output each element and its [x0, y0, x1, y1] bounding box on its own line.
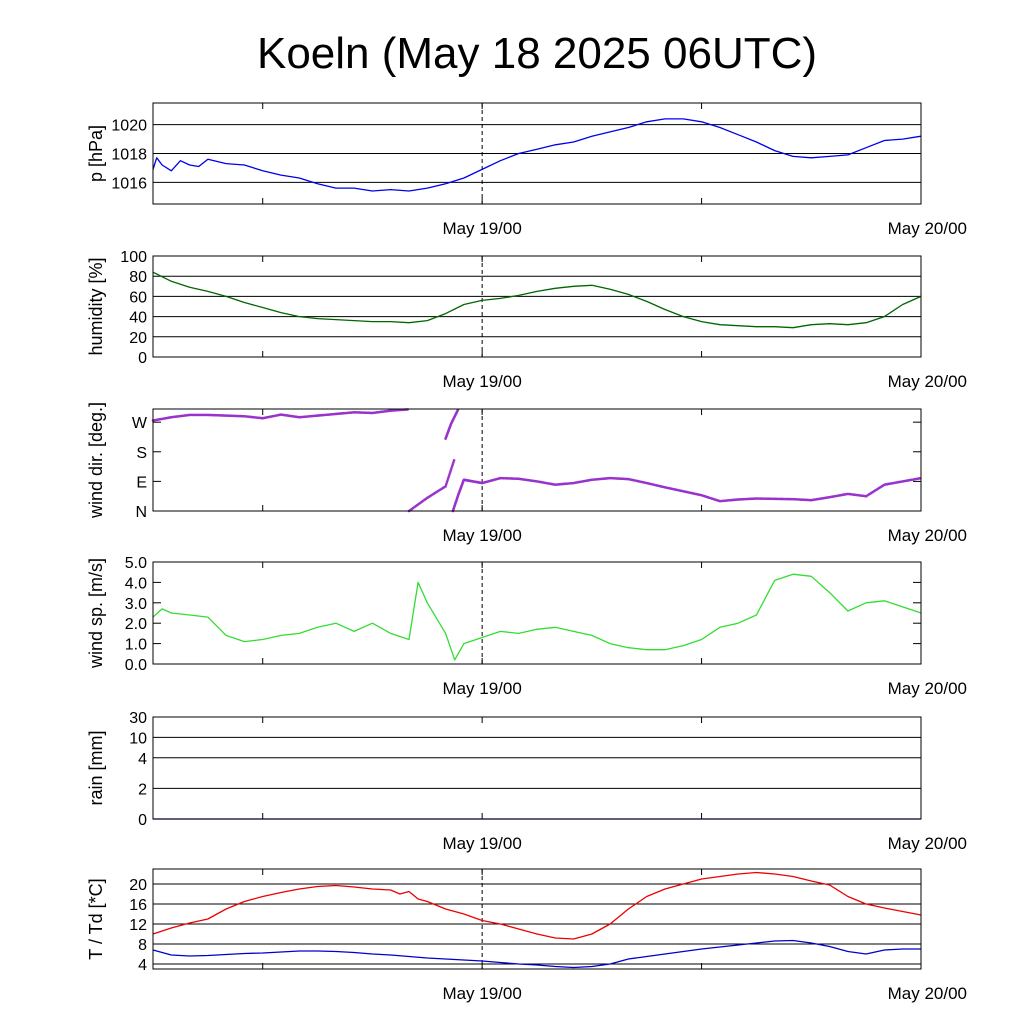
panel-5: 0 2 4 10 30 rain [mm] May 19/00 May 20/00: [86, 710, 967, 853]
wind-dir-point: [452, 461, 455, 464]
y-tick-label: 0.0: [125, 657, 147, 674]
y-tick-label: 0: [138, 812, 147, 829]
y-tick-label: 30: [129, 710, 147, 727]
y-tick-label: 40: [129, 310, 147, 327]
wind-dir-point: [450, 465, 454, 468]
y-tick-label: 16: [129, 897, 147, 914]
wind-dir-point: [449, 469, 453, 472]
wind-dir-point: [446, 477, 450, 480]
y-tick-label: 1018: [111, 147, 147, 164]
panel-6: 4 8 12 16 20 T / Td [*C] May 19/00 May 20/00: [86, 868, 967, 1003]
wind-dir-point: [445, 481, 449, 484]
x-date-label: May 19/00: [442, 526, 521, 545]
y-tick-label: 100: [120, 249, 147, 266]
series-line-2-1: [152, 271, 922, 329]
y-tick-label: W: [132, 415, 148, 432]
panel-frame: [152, 716, 922, 820]
x-date-label: May 20/00: [888, 679, 967, 698]
y-tick-label: 20: [129, 877, 147, 894]
y-tick-label: 4: [138, 751, 147, 768]
wind-dir-point: [447, 475, 451, 478]
wind-dir-point: [450, 467, 453, 470]
x-date-label: May 20/00: [888, 526, 967, 545]
y-tick-label: 4.0: [125, 575, 147, 592]
y-tick-label: 5.0: [125, 555, 147, 572]
chart-title: Koeln (May 18 2025 06UTC): [257, 29, 817, 78]
y-axis-label: rain [mm]: [86, 730, 106, 805]
series-line-6-1: [152, 871, 922, 940]
panel-frame: [152, 408, 922, 512]
x-date-label: May 20/00: [888, 834, 967, 853]
y-tick-label: 1.0: [125, 637, 147, 654]
wind-dir-point: [918, 477, 921, 480]
wind-dir-point: [448, 473, 451, 476]
x-date-label: May 19/00: [442, 219, 521, 238]
y-axis-label: p [hPa]: [86, 125, 106, 182]
x-date-label: May 20/00: [888, 984, 967, 1003]
y-tick-label: 2.0: [125, 616, 147, 633]
series-line-6-2: [152, 939, 921, 969]
y-tick-label: 20: [129, 330, 147, 347]
x-date-label: May 19/00: [442, 984, 521, 1003]
y-axis-label: wind dir. [deg.]: [86, 402, 106, 519]
x-date-label: May 20/00: [888, 372, 967, 391]
panel-frame: [152, 102, 922, 205]
series-line-1-1: [152, 118, 922, 192]
y-tick-label: 2: [138, 781, 147, 798]
y-tick-label: 3.0: [125, 596, 147, 613]
x-date-label: May 19/00: [442, 834, 521, 853]
y-axis-label: wind sp. [m/s]: [86, 558, 106, 669]
x-date-label: May 19/00: [442, 372, 521, 391]
panel-frame: [152, 868, 922, 970]
y-tick-label: 8: [138, 937, 147, 954]
y-tick-label: 10: [129, 730, 147, 747]
panel-4: 0.0 1.0 2.0 3.0 4.0 5.0 wind sp. [m/s] May 19/0…: [86, 555, 967, 698]
wind-dir-point: [446, 479, 449, 482]
series-line-4-1: [152, 573, 922, 661]
y-tick-label: S: [136, 445, 147, 462]
wind-dir-point: [444, 483, 448, 486]
y-tick-label: 4: [138, 957, 147, 974]
y-tick-label: 1016: [111, 175, 147, 192]
y-tick-label: N: [135, 504, 147, 521]
wind-dir-point: [452, 459, 456, 462]
wind-dir-point: [448, 471, 452, 474]
x-date-label: May 19/00: [442, 679, 521, 698]
panel-frame: [152, 255, 922, 358]
wind-dir-point: [451, 463, 455, 466]
x-date-label: May 20/00: [888, 219, 967, 238]
y-axis-label: T / Td [*C]: [86, 878, 106, 959]
wind-dir-point: [444, 485, 447, 488]
y-axis-label: humidity [%]: [86, 257, 106, 355]
y-tick-label: 80: [129, 269, 147, 286]
y-tick-label: 12: [129, 917, 147, 934]
y-tick-label: 0: [138, 350, 147, 367]
panel-2: 0 20 40 60 80 100 humidity [%] May 19/00 May 20/…: [86, 249, 967, 391]
y-tick-label: 1020: [111, 118, 147, 135]
y-tick-label: E: [136, 474, 147, 491]
panel-frame: [152, 561, 922, 665]
y-tick-label: 60: [129, 289, 147, 306]
panel-1: 1016 1018 1020 p [hPa] May 19/00 May 20/00: [86, 102, 967, 238]
